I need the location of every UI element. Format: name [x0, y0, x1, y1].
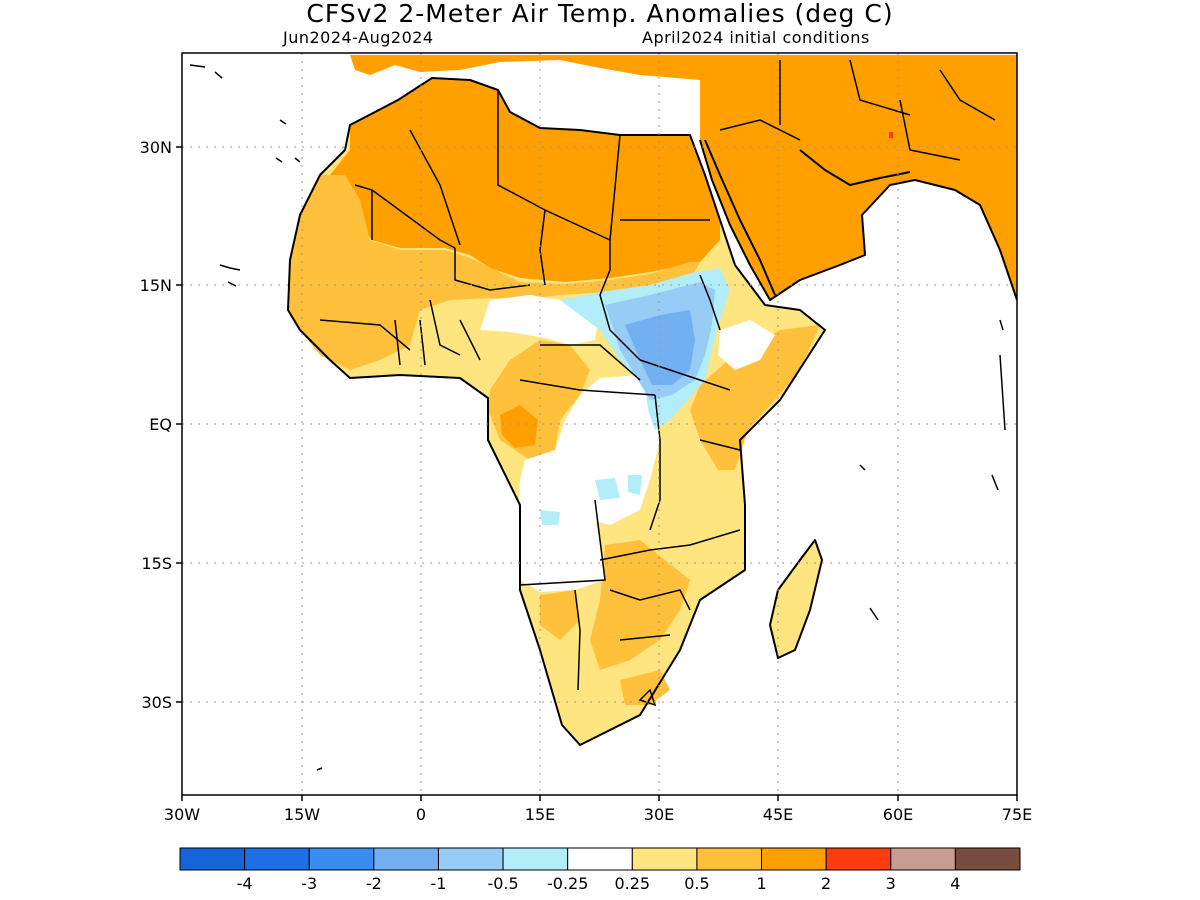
- cool-spot-congo: [595, 478, 620, 500]
- cool-spot-congo-2: [628, 475, 642, 495]
- west-africa-fill: [288, 175, 700, 370]
- colorbar-swatch: [244, 847, 310, 871]
- borders: [319, 59, 996, 707]
- red-sea-coast: [704, 139, 776, 296]
- colorbar-swatch: [437, 847, 504, 871]
- colorbar-swatch: [373, 847, 439, 871]
- colorbar-label: -2: [366, 874, 382, 893]
- lon-tick-label: 60E: [883, 805, 913, 824]
- lat-tick-labels: 30N 15N EQ 15S 30S: [140, 138, 172, 712]
- initial-conditions: April2024 initial conditions: [642, 28, 870, 47]
- gabon-fill: [500, 405, 538, 448]
- colorbar-label: 0.25: [614, 874, 650, 893]
- colorbar-label: -4: [237, 874, 253, 893]
- colorbar-swatch: [825, 847, 892, 871]
- islands: [189, 64, 1006, 771]
- colorbar-label: 1: [756, 874, 766, 893]
- colorbar-swatch: [631, 847, 698, 871]
- angola-fill: [540, 590, 580, 640]
- colorbar-label: 3: [886, 874, 896, 893]
- colorbar-label: 0.5: [684, 874, 709, 893]
- colorbar-swatch: [567, 847, 633, 871]
- colorbar-swatch: [502, 847, 569, 871]
- persian-gulf-coast: [799, 149, 911, 186]
- map-title: CFSv2 2-Meter Air Temp. Anomalies (deg C…: [306, 0, 894, 28]
- forecast-period: Jun2024-Aug2024: [283, 28, 434, 47]
- europe-fringe-fill: [350, 55, 700, 80]
- lat-tick-label: EQ: [149, 415, 172, 434]
- colorbar-label: 4: [950, 874, 960, 893]
- madagascar-coastline: [769, 539, 823, 659]
- colorbar-swatch: [890, 847, 956, 871]
- lat-tick-label: 15S: [141, 554, 172, 573]
- cool-spot-angola: [540, 510, 560, 525]
- colorbar-swatch: [696, 847, 763, 871]
- colorbar: -4 -3 -2 -1 -0.5 -0.25 0.25 0.5 1 2 3 4: [179, 847, 1021, 893]
- east-africa-fill: [690, 325, 820, 470]
- lon-tick-label: 0: [416, 805, 426, 824]
- lat-tick-label: 15N: [140, 276, 172, 295]
- colorbar-label: -0.25: [547, 874, 588, 893]
- colorbar-label: -1: [430, 874, 446, 893]
- lon-tick-label: 75E: [1002, 805, 1032, 824]
- lon-tick-label: 30E: [644, 805, 674, 824]
- kwazulu-fill: [620, 670, 670, 705]
- southern-africa-orange-fill: [590, 540, 690, 670]
- colorbar-label: -0.5: [487, 874, 518, 893]
- colorbar-swatch: [954, 847, 1021, 871]
- madagascar-fill: [770, 540, 822, 658]
- lon-tick-label: 45E: [763, 805, 793, 824]
- lon-tick-label: 30W: [164, 805, 200, 824]
- lat-tick-label: 30N: [140, 138, 172, 157]
- colorbar-swatch: [179, 847, 246, 871]
- lon-tick-label: 15W: [284, 805, 320, 824]
- cool-anomaly-3-fill: [625, 310, 695, 385]
- colorbar-swatch: [761, 847, 827, 871]
- colorbar-label: -3: [301, 874, 317, 893]
- lat-tick-label: 30S: [141, 693, 172, 712]
- colorbar-label: 2: [821, 874, 831, 893]
- axis-ticks: [176, 146, 1018, 801]
- colorbar-swatch: [308, 847, 375, 871]
- africa-coastline: [287, 77, 826, 746]
- coastlines: [287, 77, 1017, 746]
- lon-tick-label: 15E: [525, 805, 555, 824]
- anomaly-shading: [288, 55, 1017, 745]
- gridlines: [182, 53, 1017, 795]
- hot-spot: [889, 132, 893, 138]
- lon-tick-labels: 30W 15W 0 15E 30E 45E 60E 75E: [164, 805, 1032, 824]
- near-normal-kenya-fill: [718, 320, 775, 370]
- arabia-coastline: [699, 139, 1017, 301]
